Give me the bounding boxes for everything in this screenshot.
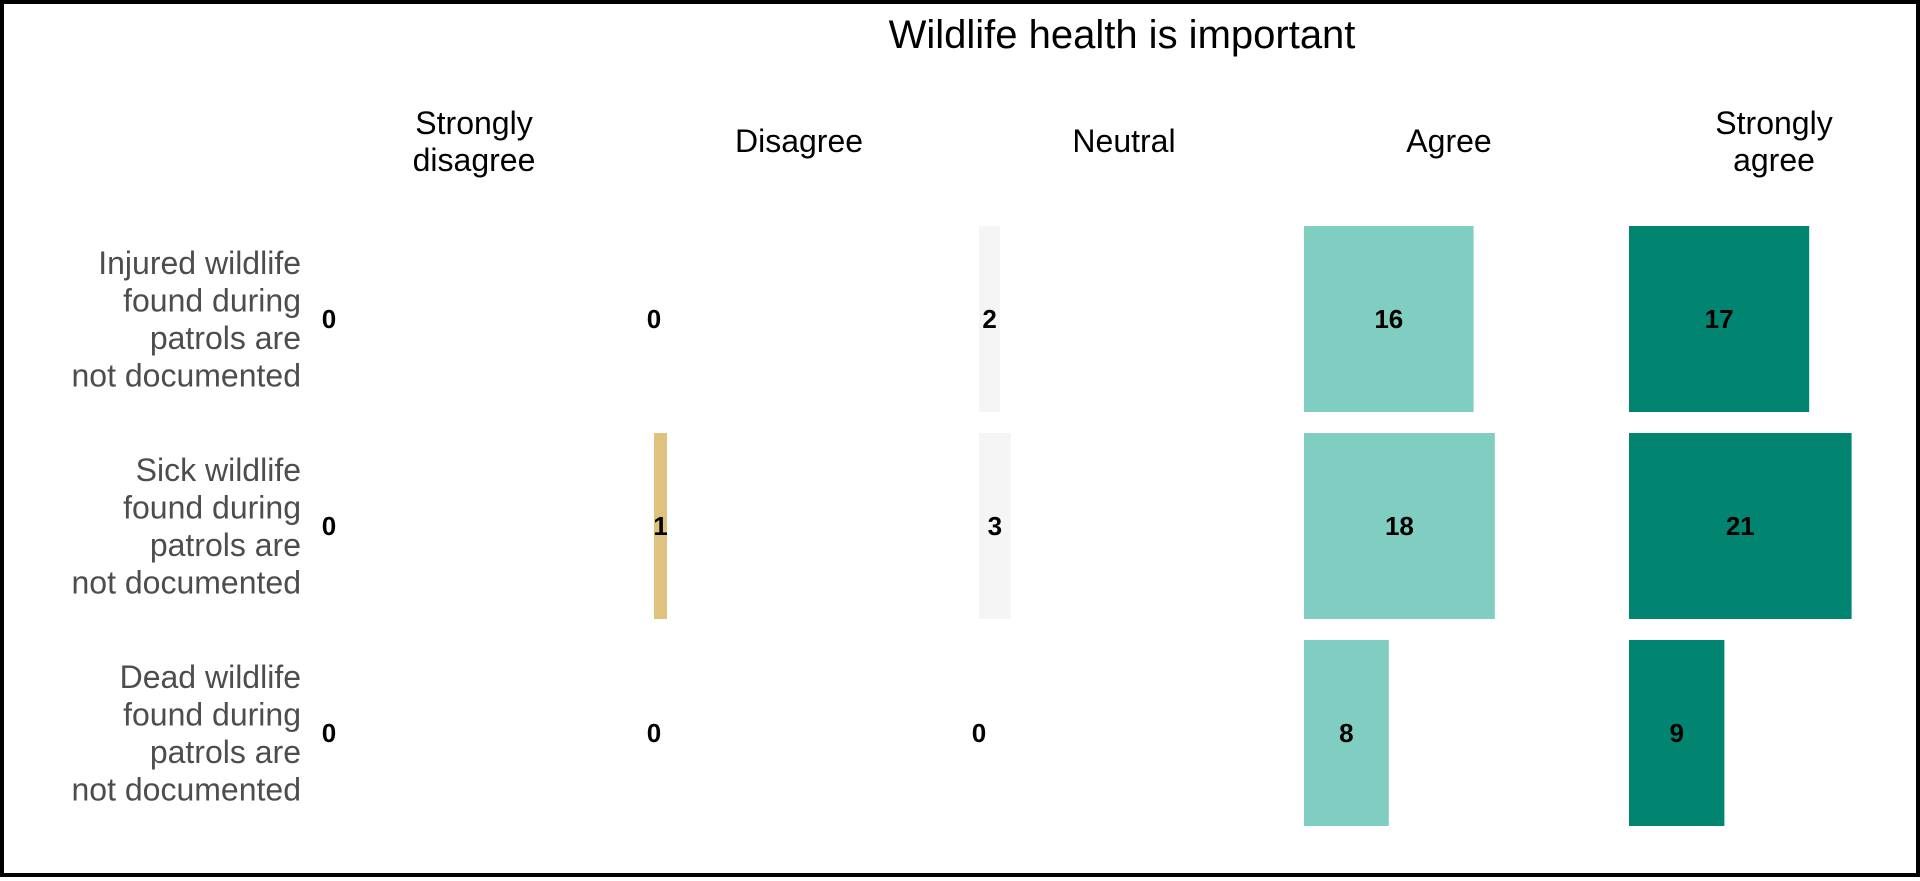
bars	[654, 226, 1852, 826]
value-label-row-3-col-4: 8	[1339, 718, 1353, 748]
column-header-1-line-1: Strongly	[415, 105, 532, 141]
column-header-4-line-1: Agree	[1406, 123, 1491, 159]
row-label-1-line-1: Injured wildlife	[98, 245, 301, 281]
value-label-row-2-col-4: 18	[1385, 511, 1414, 541]
column-header-2-line-1: Disagree	[735, 123, 863, 159]
row-label-3-line-1: Dead wildlife	[120, 659, 301, 695]
value-label-row-3-col-2: 0	[647, 718, 661, 748]
bar-row-1-strongly-agree	[1629, 226, 1810, 412]
value-label-row-2-col-3: 3	[988, 511, 1002, 541]
value-label-row-3-col-1: 0	[322, 718, 336, 748]
row-label-3-line-3: patrols are	[150, 734, 301, 770]
row-label-2-line-2: found during	[123, 489, 301, 525]
row-label-1-line-2: found during	[123, 282, 301, 318]
row-label-1-line-3: patrols are	[150, 320, 301, 356]
row-label-3-line-2: found during	[123, 696, 301, 732]
value-label-row-1-col-1: 0	[322, 304, 336, 334]
value-label-row-3-col-3: 0	[972, 718, 986, 748]
row-label-2-line-3: patrols are	[150, 527, 301, 563]
row-label-3-line-4: not documented	[72, 771, 302, 807]
column-header-1-line-2: disagree	[413, 142, 536, 178]
bar-row-1-agree	[1304, 226, 1474, 412]
column-header-5-line-2: agree	[1733, 142, 1815, 178]
value-label-row-2-col-2: 1	[653, 511, 667, 541]
value-label-row-1-col-3: 2	[982, 304, 996, 334]
value-label-row-1-col-2: 0	[647, 304, 661, 334]
value-label-row-2-col-1: 0	[322, 511, 336, 541]
column-header-3-line-1: Neutral	[1072, 123, 1175, 159]
row-label-2-line-4: not documented	[72, 564, 302, 600]
row-label-1-line-4: not documented	[72, 357, 302, 393]
row-label-2-line-1: Sick wildlife	[136, 452, 301, 488]
value-label-row-1-col-5: 17	[1705, 304, 1734, 334]
bar-row-2-disagree	[654, 433, 667, 619]
bar-row-1-neutral	[979, 226, 1001, 412]
value-label-row-3-col-5: 9	[1669, 718, 1683, 748]
bar-row-2-agree	[1304, 433, 1495, 619]
chart-title: Wildlife health is important	[889, 13, 1356, 57]
column-header-5-line-1: Strongly	[1715, 105, 1832, 141]
value-label-row-1-col-4: 16	[1374, 304, 1403, 334]
bar-row-2-strongly-agree	[1629, 433, 1852, 619]
chart: Wildlife health is important Stronglydis…	[72, 13, 1852, 826]
bar-row-2-neutral	[979, 433, 1011, 619]
bar-row-3-strongly-agree	[1629, 640, 1725, 826]
value-labels: 0 0 2 16 17 0 1 3 18 21 0 0 0 8 9	[322, 304, 1755, 748]
value-label-row-2-col-5: 21	[1726, 511, 1755, 541]
bar-row-3-agree	[1304, 640, 1389, 826]
